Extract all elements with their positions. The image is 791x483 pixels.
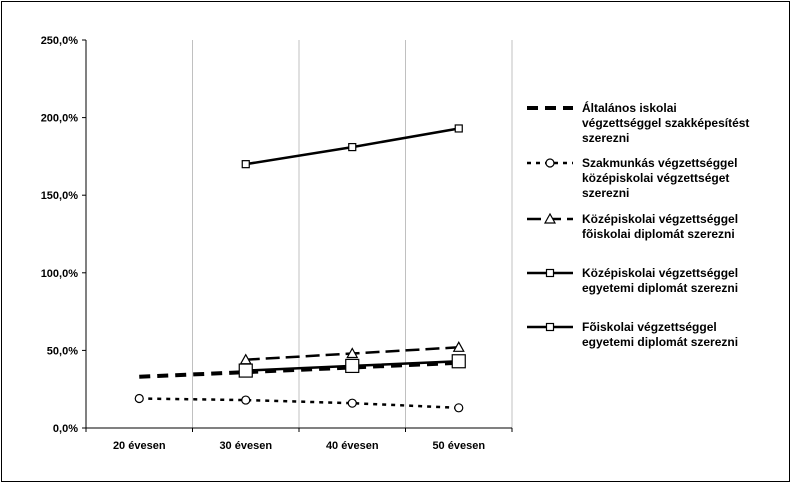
data-point-marker [454,124,463,133]
legend-swatch-marker [545,158,555,168]
x-tick-label: 30 évesen [219,440,272,452]
legend-label: végzettséggel szakképesítést [582,116,749,130]
series-3 [239,341,465,365]
data-point-marker [348,142,357,152]
legend-label: Középiskolai végzettséggel [582,266,738,280]
series-4 [241,124,463,169]
series-2 [134,393,464,413]
x-tick-label: 40 évesen [326,440,379,452]
legend-label: szerezni [582,131,629,145]
data-point-marker [134,393,144,404]
data-point-marker [452,341,465,352]
legend-label: Középiskolai végzettséggel [582,212,738,226]
legend-label: fõiskolai diplomát szerezni [582,227,735,241]
legend-swatch-marker [545,268,555,278]
legend-label: Szakmunkás végzettséggel [582,156,737,170]
y-tick-label: 150,0% [41,190,79,202]
data-point-marker [451,354,466,369]
y-tick-label: 200,0% [41,113,79,125]
legend-label: egyetemi diplomát szerezni [582,335,738,349]
data-point-marker [241,160,250,169]
legend-label: szerezni [582,186,629,200]
legend-label: középiskolai végzettséget [582,171,729,185]
y-tick-label: 250,0% [41,35,79,47]
data-point-marker [347,398,357,408]
legend-label: egyetemi diplomát szerezni [582,281,738,295]
series-layer [134,124,466,413]
x-tick-label: 20 évesen [113,440,166,452]
y-tick-label: 0,0% [53,423,78,435]
data-point-marker [346,347,359,359]
data-point-marker [345,358,360,374]
legend-swatch-marker [545,322,555,332]
legend-label: Fõiskolai végzettséggel [582,320,717,334]
legend-swatch-marker [543,212,557,224]
data-point-marker [238,363,253,378]
y-tick-label: 50,0% [47,345,78,357]
x-tick-label: 50 évesen [432,440,485,452]
data-point-marker [454,403,464,413]
series-5 [238,354,466,378]
legend-label: Általános iskolai [582,100,677,115]
x-axis-ticks: 20 évesen 30 évesen 40 évesen 50 évesen [85,428,513,452]
data-point-marker [241,395,251,405]
y-axis-ticks: 0,0% 50,0% 100,0% 150,0% 200,0% 250,0% [41,35,86,435]
y-tick-label: 100,0% [41,268,79,280]
